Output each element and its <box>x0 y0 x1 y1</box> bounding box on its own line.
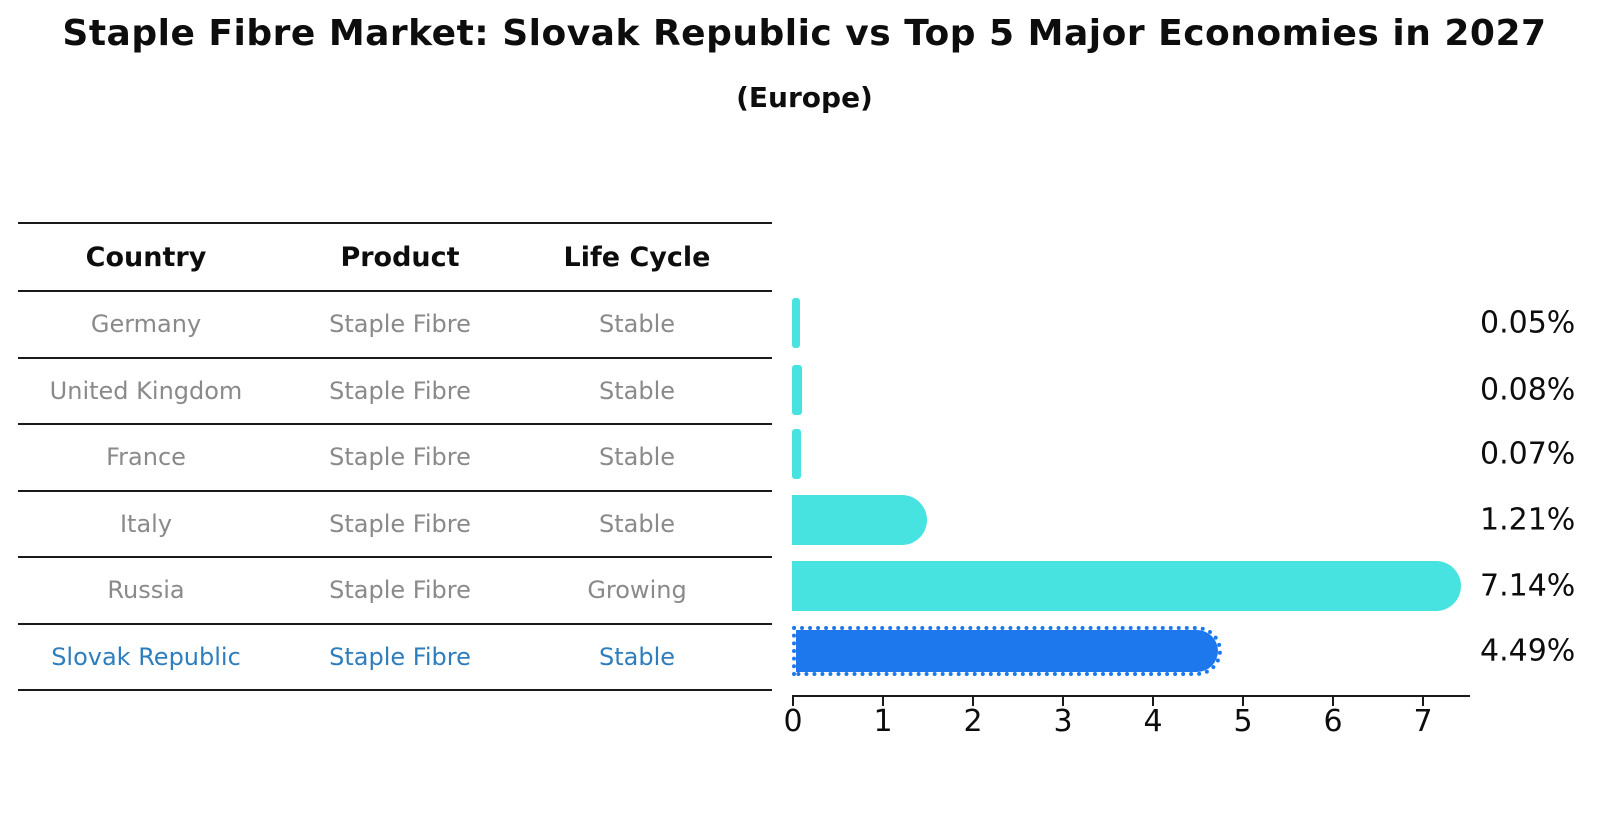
bar-united-kingdom <box>792 365 803 415</box>
x-axis-tick-label: 4 <box>1143 704 1163 739</box>
x-axis-tick <box>972 697 974 706</box>
cell-product: Staple Fibre <box>329 509 471 538</box>
table-row-united-kingdom: United Kingdom Staple Fibre Stable <box>18 359 772 425</box>
value-label-slovak-republic: 4.49% <box>1480 633 1576 669</box>
table-header-row: Country Product Life Cycle <box>18 224 772 292</box>
x-axis-tick <box>882 697 884 706</box>
cell-product: Staple Fibre <box>329 443 471 472</box>
x-axis-tick <box>1332 697 1334 706</box>
x-axis-tick <box>1152 697 1154 706</box>
chart-subtitle: (Europe) <box>736 81 873 114</box>
x-axis-tick <box>1422 697 1424 706</box>
value-label-italy: 1.21% <box>1480 502 1576 538</box>
cell-country: Germany <box>90 310 202 339</box>
column-header-country: Country <box>85 241 207 273</box>
bar-italy <box>792 495 927 545</box>
value-label-russia: 7.14% <box>1480 568 1576 604</box>
country-table: Country Product Life Cycle Germany Stapl… <box>18 222 772 691</box>
bar-russia <box>792 561 1461 611</box>
cell-product: Staple Fibre <box>329 376 471 405</box>
cell-country: United Kingdom <box>49 376 243 405</box>
x-axis-tick-label: 7 <box>1413 704 1433 739</box>
table-row-france: France Staple Fibre Stable <box>18 425 772 492</box>
cell-life-cycle: Stable <box>598 310 676 339</box>
x-axis-tick-label: 0 <box>783 704 803 739</box>
cell-life-cycle: Stable <box>598 376 676 405</box>
x-axis-tick <box>1062 697 1064 706</box>
cell-life-cycle: Stable <box>598 443 676 472</box>
value-label-united-kingdom: 0.08% <box>1480 372 1576 408</box>
cell-life-cycle: Stable <box>598 642 676 671</box>
table-row-germany: Germany Staple Fibre Stable <box>18 292 772 359</box>
value-label-germany: 0.05% <box>1480 305 1576 341</box>
table-row-slovak-republic: Slovak Republic Staple Fibre Stable <box>18 625 772 691</box>
x-axis-tick <box>1242 697 1244 706</box>
cell-life-cycle: Stable <box>598 509 676 538</box>
cell-country: France <box>106 443 186 472</box>
table-row-russia: Russia Staple Fibre Growing <box>18 558 772 625</box>
cell-life-cycle: Growing <box>587 576 687 605</box>
x-axis-tick-label: 1 <box>873 704 893 739</box>
cell-country: Slovak Republic <box>51 642 241 671</box>
bar-germany <box>792 298 800 348</box>
x-axis-tick-label: 6 <box>1323 704 1343 739</box>
bar-slovak-republic <box>792 626 1223 676</box>
x-axis-tick-label: 3 <box>1053 704 1073 739</box>
cell-country: Italy <box>119 509 173 538</box>
cell-product: Staple Fibre <box>329 642 471 671</box>
cell-product: Staple Fibre <box>329 310 471 339</box>
cell-country: Russia <box>107 576 185 605</box>
x-axis-line <box>792 695 1470 697</box>
table-row-italy: Italy Staple Fibre Stable <box>18 492 772 558</box>
x-axis-tick-label: 5 <box>1233 704 1253 739</box>
cell-product: Staple Fibre <box>329 576 471 605</box>
column-header-life-cycle: Life Cycle <box>563 241 711 273</box>
chart-title: Staple Fibre Market: Slovak Republic vs … <box>62 13 1547 54</box>
column-header-product: Product <box>340 241 460 273</box>
x-axis-tick <box>792 697 794 706</box>
bar-france <box>792 429 802 479</box>
x-axis-tick-label: 2 <box>963 704 983 739</box>
value-label-france: 0.07% <box>1480 436 1576 472</box>
